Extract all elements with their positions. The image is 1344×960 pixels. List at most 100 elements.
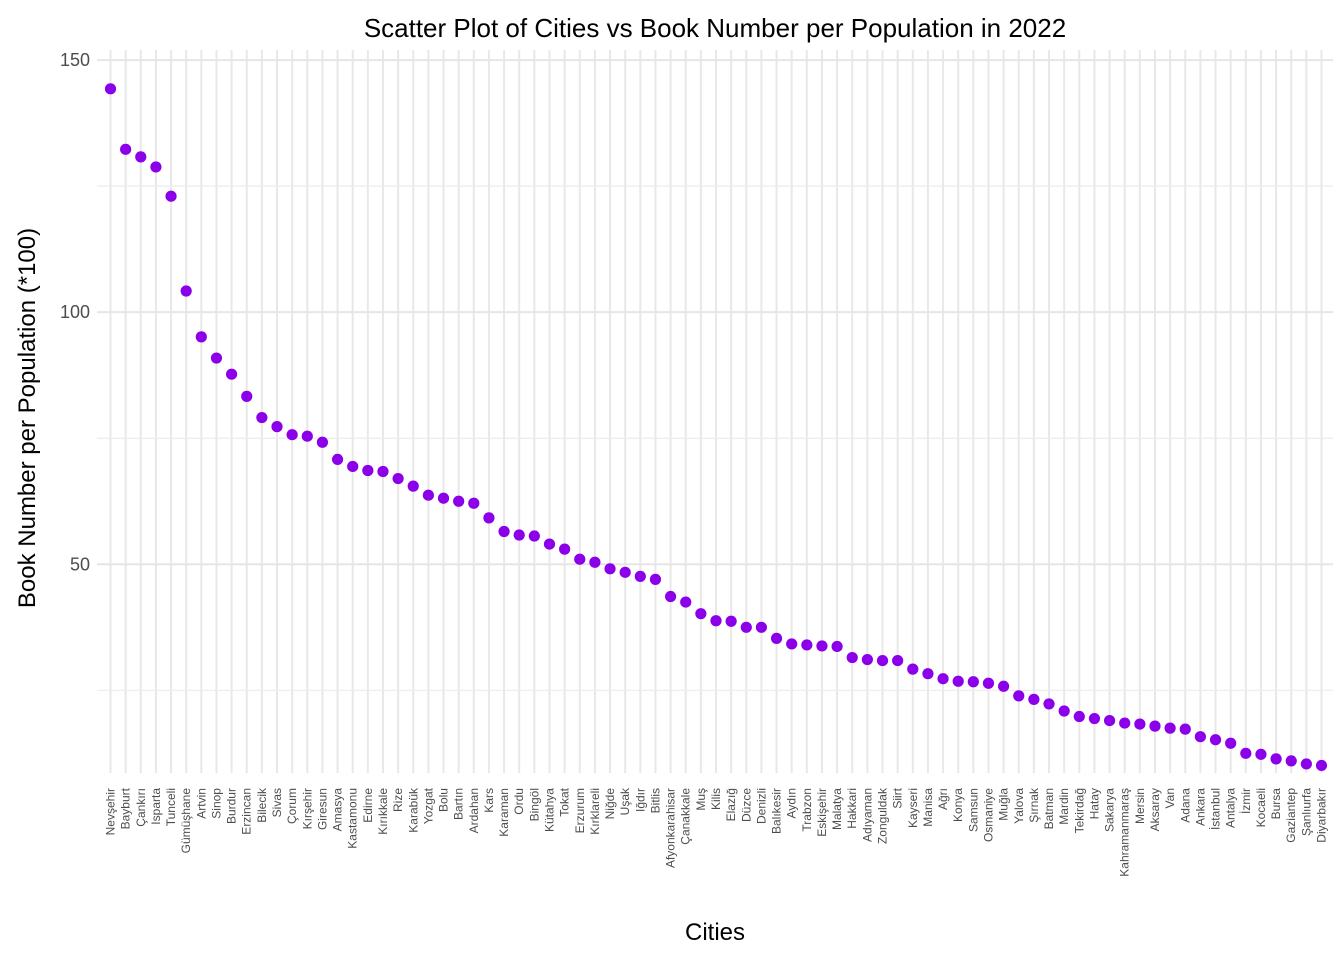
data-point xyxy=(559,543,571,555)
data-point xyxy=(649,573,662,585)
data-point xyxy=(634,570,646,582)
data-point xyxy=(437,492,450,504)
data-point xyxy=(952,675,964,687)
x-tick-label: Kütahya xyxy=(542,788,556,832)
x-axis-title: Cities xyxy=(685,919,745,946)
data-point xyxy=(1058,705,1070,717)
x-tick-label: Rize xyxy=(391,788,405,812)
x-tick-label: Sinop xyxy=(209,788,223,819)
data-point xyxy=(362,464,374,477)
x-tick-label: Batman xyxy=(1042,788,1056,829)
x-tick-label: Zonguldak xyxy=(876,787,890,844)
data-point xyxy=(1013,690,1025,702)
data-point xyxy=(1043,698,1055,710)
data-point xyxy=(967,676,979,688)
x-tick-label: Balıkesir xyxy=(770,788,784,834)
data-point xyxy=(1134,718,1146,730)
data-point xyxy=(271,421,283,433)
y-tick-label: 50 xyxy=(70,554,90,574)
x-tick-label: Adana xyxy=(1178,788,1192,823)
data-point xyxy=(210,352,223,364)
data-point xyxy=(755,621,768,633)
x-tick-label: Trabzon xyxy=(800,788,814,832)
x-tick-label: Kilis xyxy=(709,788,723,810)
x-tick-label: Şanlıurfa xyxy=(1299,788,1313,836)
x-tick-label: Kırşehir xyxy=(300,788,314,829)
data-point xyxy=(422,489,434,501)
x-tick-label: Hakkari xyxy=(845,788,859,829)
data-point xyxy=(1300,758,1312,770)
x-tick-label: Bayburt xyxy=(119,787,133,829)
x-tick-label: Kırıkkale xyxy=(376,788,390,835)
x-tick-label: Tekirdağ xyxy=(1072,788,1086,833)
x-tick-label: Ağrı xyxy=(936,788,950,810)
data-point xyxy=(543,538,556,550)
data-point xyxy=(1164,722,1176,734)
x-tick-label: Bilecik xyxy=(255,787,269,823)
data-point xyxy=(1240,747,1252,759)
data-point xyxy=(392,472,404,485)
x-tick-label: Artvin xyxy=(194,788,208,819)
y-tick-label: 100 xyxy=(60,302,90,322)
data-point xyxy=(1255,748,1267,760)
x-tick-label: Antalya xyxy=(1224,788,1238,828)
x-tick-label: Kars xyxy=(482,788,496,813)
x-tick-label: Elazığ xyxy=(724,788,738,821)
data-point xyxy=(301,430,313,442)
data-point xyxy=(180,285,192,297)
x-tick-label: Sivas xyxy=(270,788,284,817)
x-tick-label: Yozgat xyxy=(421,787,435,824)
x-tick-label: Muş xyxy=(694,788,708,811)
data-point xyxy=(861,653,873,666)
data-point xyxy=(195,331,207,343)
data-point xyxy=(150,161,162,173)
data-point xyxy=(680,596,692,608)
y-tick-labels: 50 100 150 xyxy=(60,50,90,574)
data-point xyxy=(589,556,601,568)
data-point xyxy=(816,640,828,652)
x-tick-label: Erzurum xyxy=(573,788,587,833)
data-point xyxy=(710,615,722,627)
x-tick-label: Kastamonu xyxy=(346,788,360,849)
x-tick-label: Bingöl xyxy=(527,788,541,821)
data-point xyxy=(619,566,631,578)
x-tick-label: Giresun xyxy=(315,788,329,830)
grid xyxy=(97,50,1333,773)
x-tick-label: Tokat xyxy=(558,787,572,816)
data-point xyxy=(407,480,419,492)
data-point xyxy=(1270,753,1282,765)
data-point xyxy=(165,190,177,202)
x-tick-label: Şırnak xyxy=(1027,787,1041,823)
x-tick-label: Kırklareli xyxy=(588,788,602,835)
x-tick-label: Edirne xyxy=(361,788,375,823)
data-point xyxy=(377,465,389,478)
x-tick-label: İzmir xyxy=(1239,788,1253,814)
data-point xyxy=(120,143,132,155)
data-point xyxy=(1028,693,1040,705)
x-tick-label: İstanbul xyxy=(1209,788,1223,830)
chart-title: Scatter Plot of Cities vs Book Number pe… xyxy=(364,13,1066,43)
data-point xyxy=(347,460,359,473)
x-tick-label: Iğdır xyxy=(633,788,647,812)
x-tick-label: Erzincan xyxy=(240,788,254,835)
x-tick-label: Malatya xyxy=(830,788,844,830)
data-point xyxy=(574,553,586,565)
x-tick-label: Kocaeli xyxy=(1254,788,1268,827)
x-tick-label: Nevşehir xyxy=(104,788,118,835)
x-tick-label: Van xyxy=(1163,788,1177,808)
data-point xyxy=(1073,710,1085,723)
x-tick-label: Denizli xyxy=(754,788,768,824)
data-point xyxy=(740,621,752,633)
x-tick-label: Eskişehir xyxy=(815,788,829,837)
x-tick-label: Mardin xyxy=(1057,788,1071,825)
data-point xyxy=(316,436,329,448)
x-tick-label: Aydın xyxy=(785,788,799,818)
x-tick-label: Burdur xyxy=(225,788,239,824)
x-tick-label: Samsun xyxy=(966,788,980,832)
x-tick-label: Karabük xyxy=(406,787,420,833)
data-point xyxy=(331,453,344,465)
data-point xyxy=(1088,712,1101,725)
data-point xyxy=(801,639,813,651)
data-point xyxy=(831,640,843,653)
x-tick-label: Uşak xyxy=(618,787,632,815)
